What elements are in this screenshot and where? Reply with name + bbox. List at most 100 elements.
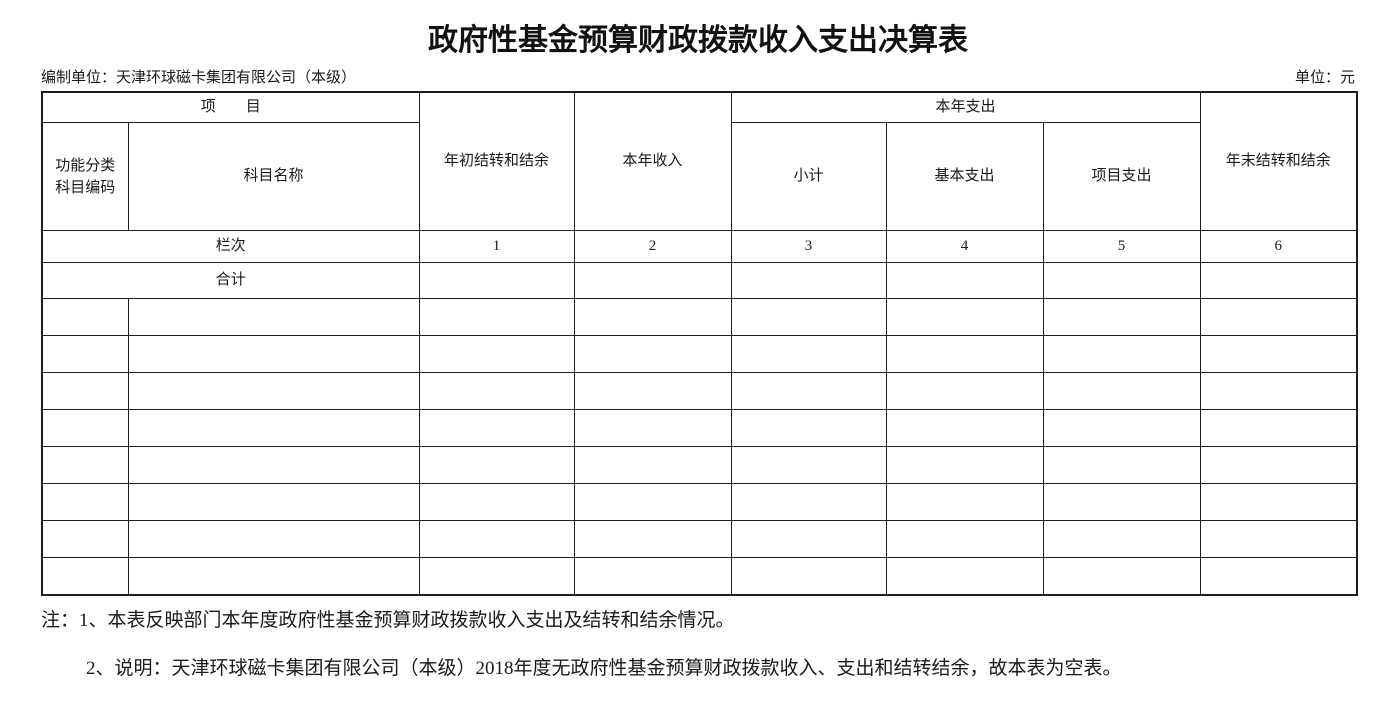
- lane-index-3: 3: [730, 230, 887, 263]
- empty-data-row: [41, 335, 1358, 373]
- empty-cell: [1199, 335, 1358, 373]
- empty-cell: [885, 446, 1044, 484]
- empty-cell: [730, 298, 887, 336]
- empty-cell: [1042, 557, 1201, 596]
- lane-index-row: 栏次 1 2 3 4 5 6: [41, 230, 1358, 263]
- empty-cell: [1199, 446, 1358, 484]
- empty-cell: [1042, 335, 1201, 373]
- func-code-line2: 科目编码: [55, 179, 116, 196]
- empty-cell: [730, 372, 887, 410]
- empty-cell: [41, 520, 129, 558]
- empty-cell: [41, 446, 129, 484]
- empty-cell: [41, 409, 129, 447]
- empty-cell: [1199, 298, 1358, 336]
- empty-cell: [573, 409, 732, 447]
- empty-cell: [573, 372, 732, 410]
- empty-cell: [573, 446, 732, 484]
- empty-cell: [885, 409, 1044, 447]
- empty-cell: [127, 557, 420, 596]
- page-title: 政府性基金预算财政拨款收入支出决算表: [428, 24, 968, 57]
- empty-cell: [885, 372, 1044, 410]
- lane-index-4: 4: [885, 230, 1044, 263]
- prepared-by-label: 编制单位：天津环球磁卡集团有限公司（本级）: [41, 70, 357, 86]
- empty-data-row: [41, 557, 1358, 596]
- empty-cell: [41, 335, 129, 373]
- meta-row: 编制单位：天津环球磁卡集团有限公司（本级） 单位：元: [41, 68, 1355, 88]
- header-year-income: 本年收入: [573, 91, 732, 231]
- empty-cell: [1042, 372, 1201, 410]
- header-row-top: 项 目 年初结转和结余 本年收入 本年支出 年末结转和结余: [41, 91, 1358, 231]
- header-begin-balance: 年初结转和结余: [418, 91, 575, 231]
- empty-cell: [573, 298, 732, 336]
- empty-cell: [127, 298, 420, 336]
- empty-cell: [730, 335, 887, 373]
- total-label: 合计: [41, 262, 420, 299]
- empty-cell: [127, 483, 420, 521]
- empty-cell: [730, 483, 887, 521]
- empty-cell: [418, 483, 575, 521]
- header-end-balance: 年末结转和结余: [1199, 91, 1358, 231]
- empty-cell: [127, 520, 420, 558]
- empty-cell: [418, 409, 575, 447]
- fund-budget-table: 项 目 年初结转和结余 本年收入 本年支出 年末结转和结余 功能分类 科目编码 …: [41, 91, 1359, 596]
- note-2: 2、说明：天津环球磁卡集团有限公司（本级）2018年度无政府性基金预算财政拨款收…: [86, 658, 1122, 679]
- empty-cell: [573, 557, 732, 596]
- empty-cell: [418, 335, 575, 373]
- empty-cell: [127, 335, 420, 373]
- total-cell-6: [1199, 262, 1358, 299]
- empty-cell: [1042, 298, 1201, 336]
- header-subject-name: 科目名称: [127, 122, 420, 231]
- empty-cell: [730, 520, 887, 558]
- total-cell-2: [573, 262, 732, 299]
- note-1: 注：1、本表反映部门本年度政府性基金预算财政拨款收入支出及结转和结余情况。: [41, 610, 735, 631]
- empty-cell: [127, 446, 420, 484]
- empty-cell: [885, 520, 1044, 558]
- empty-cell: [885, 335, 1044, 373]
- header-row-sub: 功能分类 科目编码 科目名称 小计 基本支出 项目支出: [41, 122, 1357, 231]
- total-row: 合计: [41, 262, 1358, 299]
- lane-index-2: 2: [573, 230, 732, 263]
- empty-cell: [573, 483, 732, 521]
- empty-cell: [1199, 483, 1358, 521]
- empty-cell: [1042, 409, 1201, 447]
- empty-cell: [418, 520, 575, 558]
- empty-rows-body: [41, 298, 1358, 596]
- empty-cell: [41, 483, 129, 521]
- header-subtotal: 小计: [730, 122, 887, 231]
- empty-cell: [41, 557, 129, 596]
- header-project-expense: 项目支出: [1042, 122, 1201, 231]
- empty-cell: [730, 557, 887, 596]
- total-cell-5: [1042, 262, 1201, 299]
- total-cell-3: [730, 262, 887, 299]
- empty-data-row: [41, 409, 1358, 447]
- empty-cell: [418, 298, 575, 336]
- header-item-group: 项 目: [41, 91, 420, 123]
- total-cell-4: [885, 262, 1044, 299]
- lane-index-6: 6: [1199, 230, 1358, 263]
- empty-cell: [127, 409, 420, 447]
- empty-cell: [1199, 409, 1358, 447]
- lane-index-5: 5: [1042, 230, 1201, 263]
- lane-label: 栏次: [41, 230, 420, 263]
- empty-cell: [885, 483, 1044, 521]
- func-code-line1: 功能分类: [55, 157, 116, 174]
- empty-cell: [1199, 557, 1358, 596]
- empty-data-row: [41, 520, 1358, 558]
- empty-cell: [41, 298, 129, 336]
- header-year-expense-group: 本年支出: [730, 91, 1201, 123]
- empty-cell: [573, 335, 732, 373]
- empty-cell: [418, 557, 575, 596]
- empty-data-row: [41, 483, 1358, 521]
- empty-data-row: [41, 372, 1358, 410]
- empty-cell: [1042, 483, 1201, 521]
- empty-cell: [885, 557, 1044, 596]
- empty-data-row: [41, 298, 1358, 336]
- empty-cell: [730, 446, 887, 484]
- empty-cell: [127, 372, 420, 410]
- unit-label: 单位：元: [1294, 70, 1355, 86]
- empty-data-row: [41, 446, 1358, 484]
- empty-cell: [730, 409, 887, 447]
- empty-cell: [41, 372, 129, 410]
- empty-cell: [418, 446, 575, 484]
